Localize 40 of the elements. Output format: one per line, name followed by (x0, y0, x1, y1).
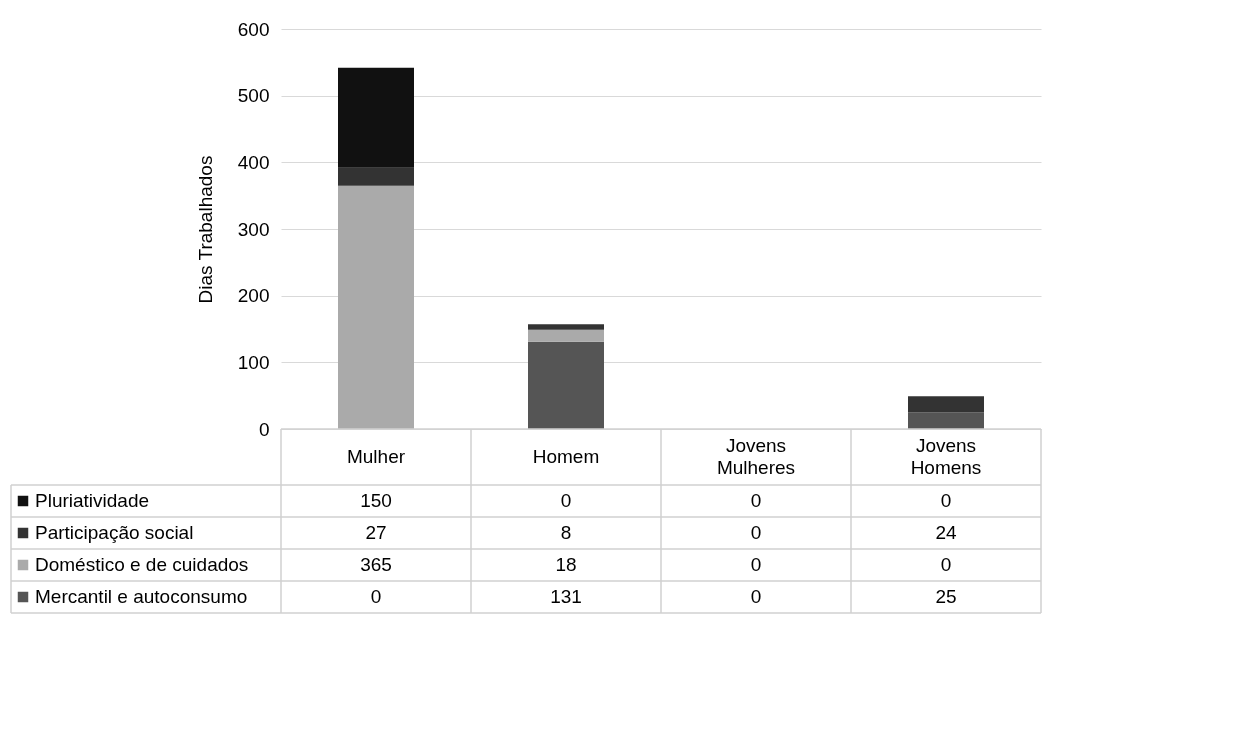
y-tick-label: 600 (237, 18, 270, 40)
legend-label: Pluriatividade (35, 490, 150, 511)
bar (528, 324, 604, 330)
data-label: 131 (550, 586, 582, 607)
x-tick-label: Jovens Homens (910, 435, 982, 478)
legend-label: Doméstico e de cuidados (35, 554, 249, 575)
bar (338, 185, 414, 429)
data-label: 25 (935, 586, 957, 607)
data-label: 0 (750, 522, 762, 543)
bar (908, 396, 984, 413)
data-label: 365 (360, 554, 392, 575)
data-label: 18 (555, 554, 577, 575)
data-label: 0 (750, 490, 762, 511)
legend-label: Participação social (35, 522, 194, 543)
bar (528, 329, 604, 342)
x-tick-label: Jovens Mulheres (716, 435, 796, 478)
y-tick-label: 500 (237, 85, 270, 107)
bar (908, 412, 984, 429)
y-tick-label: 100 (237, 351, 270, 373)
data-label: 27 (365, 522, 387, 543)
x-tick-label: Homem (532, 446, 600, 467)
y-tick-label: 400 (237, 151, 270, 173)
y-axis-title: Dias Trabalhados (194, 155, 216, 304)
data-label: 0 (560, 490, 572, 511)
bar (528, 341, 604, 429)
y-tick-label: 200 (237, 285, 270, 307)
data-label: 0 (750, 586, 762, 607)
data-label: 0 (750, 554, 762, 575)
bar (338, 167, 414, 186)
y-tick-label: 0 (258, 418, 270, 440)
data-label: 150 (360, 490, 392, 511)
data-label: 0 (370, 586, 382, 607)
bar (338, 67, 414, 168)
data-label: 0 (940, 490, 952, 511)
x-tick-label: Mulher (346, 446, 406, 467)
data-label: 0 (940, 554, 952, 575)
data-label: 8 (560, 522, 572, 543)
y-tick-label: 300 (237, 218, 270, 240)
data-label: 24 (935, 522, 957, 543)
legend-label: Mercantil e autoconsumo (35, 586, 248, 607)
